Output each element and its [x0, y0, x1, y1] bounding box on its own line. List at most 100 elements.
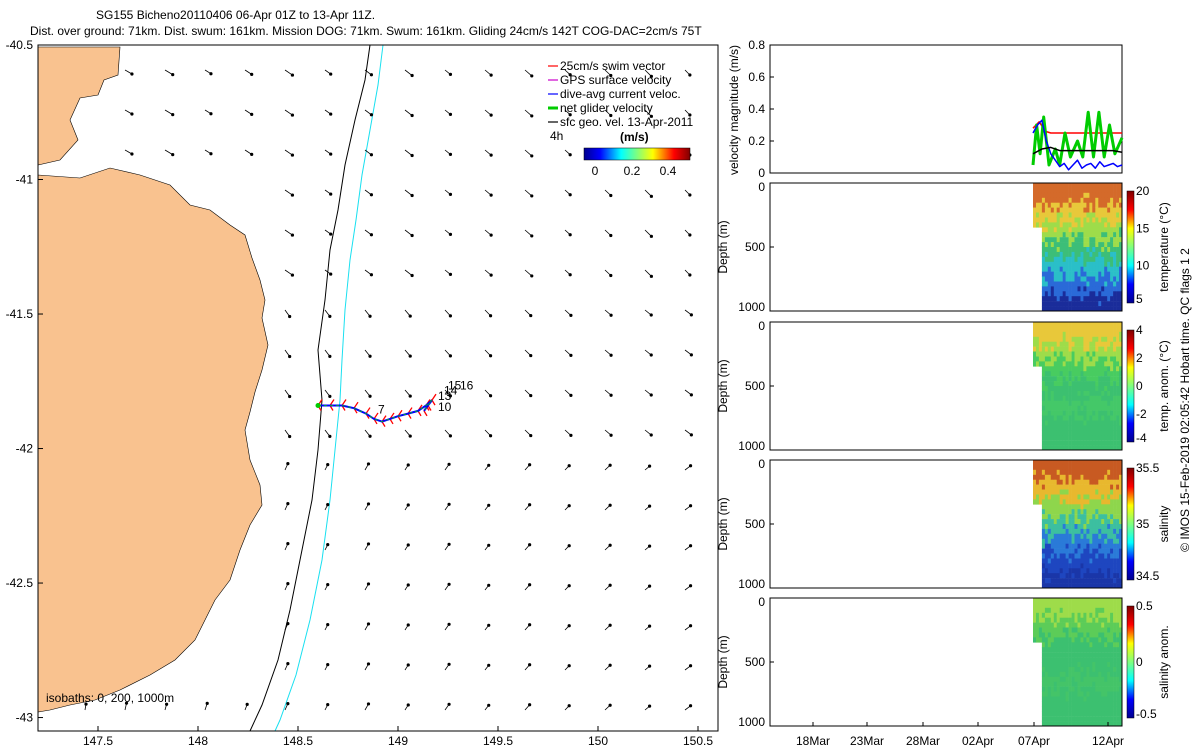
section-cell — [1107, 464, 1111, 471]
section-cell — [1050, 425, 1055, 431]
section-cell — [1119, 187, 1123, 194]
section-cell — [1038, 494, 1043, 500]
section-cell — [1092, 563, 1096, 569]
section-cell — [1038, 598, 1043, 604]
colorbar-tick-label: -0.5 — [1136, 707, 1157, 721]
section-cell — [1065, 499, 1069, 505]
section-cell — [1047, 691, 1052, 697]
section-cell — [1068, 217, 1072, 223]
section-cell — [1059, 227, 1063, 233]
section-cell — [1095, 553, 1099, 559]
section-cell — [1083, 637, 1087, 643]
section-cell — [1086, 322, 1090, 328]
section-cell — [1062, 676, 1066, 682]
section-cell — [1065, 479, 1069, 485]
section-cell — [1107, 331, 1111, 337]
section-cell — [1101, 306, 1105, 312]
section-cell — [1089, 242, 1093, 248]
section-cell — [1098, 266, 1102, 272]
section-cell — [1044, 376, 1049, 382]
section-cell — [1101, 617, 1105, 623]
section-cell — [1056, 538, 1060, 544]
section-cell — [1044, 400, 1049, 406]
section-cell — [1092, 410, 1096, 416]
section-cell — [1077, 489, 1081, 495]
section-cell — [1098, 361, 1102, 367]
section-cell — [1059, 291, 1063, 297]
section-cell — [1098, 627, 1102, 633]
section-cell — [1089, 617, 1093, 623]
section-cell — [1113, 376, 1117, 382]
section-cell — [1062, 390, 1066, 397]
section-cell — [1104, 336, 1108, 342]
section-cell — [1047, 543, 1052, 549]
section-cell — [1101, 351, 1105, 357]
section-cell — [1101, 395, 1105, 401]
section-cell — [1095, 395, 1099, 401]
section-cell — [1059, 686, 1063, 692]
section-cell — [1116, 484, 1120, 490]
section-cell — [1110, 622, 1114, 628]
section-cell — [1119, 212, 1123, 218]
section-cell — [1044, 489, 1049, 495]
section-cell — [1104, 266, 1108, 272]
section-cell — [1044, 227, 1049, 233]
section-cell — [1110, 558, 1114, 564]
section-cell — [1080, 662, 1084, 668]
section-cell — [1047, 533, 1052, 539]
section-cell — [1047, 217, 1052, 223]
section-cell — [1116, 671, 1120, 677]
section-cell — [1095, 489, 1099, 495]
section-cell — [1053, 371, 1058, 377]
dive-label: 15 — [448, 378, 462, 392]
section-cell — [1047, 341, 1052, 347]
geo-arrow-head — [609, 433, 613, 437]
section-cell — [1074, 464, 1078, 471]
geo-arrow-head — [528, 703, 532, 707]
section-cell — [1083, 657, 1087, 663]
section-cell — [1086, 519, 1090, 525]
section-cell — [1110, 671, 1114, 677]
section-cell — [1092, 371, 1096, 377]
section-cell — [1098, 301, 1102, 307]
section-cell — [1033, 346, 1037, 352]
section-cell — [1113, 607, 1117, 613]
section-cell — [1098, 187, 1102, 194]
section-cell — [1119, 494, 1123, 500]
section-cell — [1107, 622, 1111, 628]
section-cell — [1098, 612, 1102, 618]
section-cell — [1044, 642, 1049, 648]
geo-arrow-head — [530, 154, 534, 158]
section-cell — [1059, 400, 1063, 406]
section-cell — [1050, 509, 1055, 515]
section-cell — [1116, 568, 1120, 574]
section-cell — [1086, 410, 1090, 416]
section-cell — [1065, 445, 1069, 451]
section-cell — [1089, 464, 1093, 471]
section-cell — [1062, 504, 1066, 510]
section-cell — [1086, 524, 1090, 530]
section-cell — [1059, 558, 1063, 564]
section-cell — [1092, 657, 1096, 663]
geo-arrow-head — [448, 354, 452, 358]
geo-arrow-head — [410, 193, 414, 198]
section-cell — [1047, 602, 1052, 609]
section-cell — [1041, 583, 1046, 589]
geo-arrow-head — [530, 74, 534, 78]
section-cell — [1041, 642, 1046, 648]
section-cell — [1074, 336, 1078, 342]
section-cell — [1101, 286, 1105, 292]
section-cell — [1083, 445, 1087, 451]
section-cell — [1113, 519, 1117, 525]
section-cell — [1038, 326, 1043, 333]
section-cell — [1068, 356, 1072, 362]
section-cell — [1104, 331, 1108, 337]
section-cell — [1044, 425, 1049, 431]
section-cell — [1116, 479, 1120, 485]
section-cell — [1068, 410, 1072, 416]
section-cell — [1041, 721, 1046, 727]
section-cell — [1065, 543, 1069, 549]
section-cell — [1059, 390, 1063, 397]
section-cell — [1119, 543, 1123, 549]
section-cell — [1071, 553, 1075, 559]
